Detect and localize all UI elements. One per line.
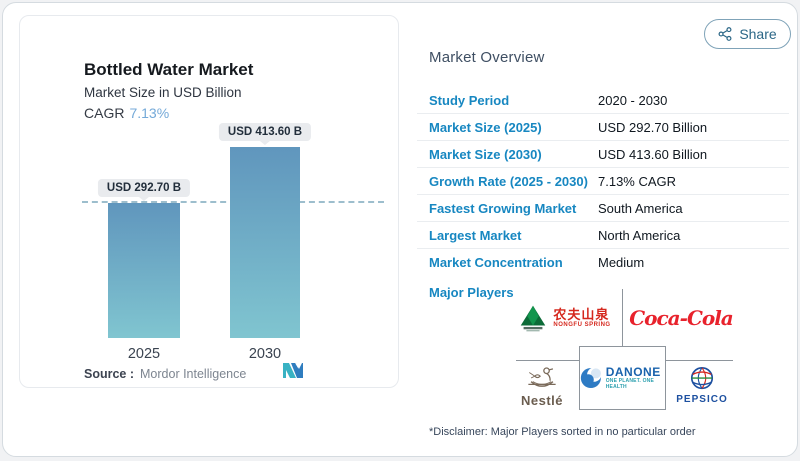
bar-value-badge-2025: USD 292.70 B [97, 179, 191, 197]
cagr-label: CAGR [84, 105, 125, 121]
pepsico-wordmark: PEPSICO [676, 393, 728, 405]
row-label: Fastest Growing Market [429, 200, 577, 216]
mordor-intelligence-logo [283, 363, 303, 378]
row-label: Largest Market [429, 227, 522, 243]
row-value: North America [598, 227, 681, 243]
row-label: Study Period [429, 92, 510, 108]
source-value: Mordor Intelligence [140, 367, 247, 381]
row-value: South America [598, 200, 683, 216]
row-value: Medium [598, 255, 645, 270]
nongfu-chinese-wordmark: 农夫山泉 [553, 307, 610, 323]
x-axis-label-2030: 2030 [248, 346, 282, 362]
nestle-logo: Nestlé [509, 359, 575, 411]
row-label: Growth Rate (2025 - 2030) [429, 173, 588, 189]
chart-subtitle: Market Size in USD Billion [84, 85, 242, 100]
nestle-wordmark: Nestlé [520, 392, 564, 408]
pepsico-logo: PEPSICO [669, 359, 735, 411]
bar-value-badge-2030: USD 413.60 B [218, 123, 312, 141]
players-divider-horizontal-left [516, 360, 579, 361]
table-row: Study Period 2020 - 2030 [417, 87, 789, 114]
table-row: Fastest Growing Market South America [417, 195, 789, 222]
coca-cola-logo: Coca-Cola [629, 295, 734, 341]
overview-table: Study Period 2020 - 2030 Market Size (20… [417, 87, 789, 276]
bar-2030 [230, 147, 300, 338]
row-label: Market Size (2030) [429, 146, 542, 162]
disclaimer-text: *Disclaimer: Major Players sorted in no … [429, 426, 696, 438]
coca-cola-wordmark: Coca-Cola [629, 306, 734, 330]
source-row: Source : Mordor Intelligence [84, 367, 246, 381]
bird-nest-icon [528, 366, 556, 387]
row-label: Market Size (2025) [429, 119, 542, 135]
pepsico-globe-icon [690, 366, 714, 389]
table-row: Market Concentration Medium [417, 249, 789, 276]
danone-logo: DANONE ONE PLANET. ONE HEALTH [579, 346, 666, 410]
chart-title: Bottled Water Market [84, 60, 254, 79]
source-label: Source : [84, 367, 135, 381]
table-row: Largest Market North America [417, 222, 789, 249]
nongfu-english-wordmark: NONGFU SPRING [553, 321, 611, 328]
share-label: Share [739, 26, 777, 42]
row-label: Market Concentration [429, 255, 563, 270]
table-row: Growth Rate (2025 - 2030) 7.13% CAGR [417, 168, 789, 195]
players-divider-vertical [622, 289, 623, 346]
chart-cagr: CAGR 7.13% [84, 105, 169, 121]
market-chart-card: Bottled Water Market Market Size in USD … [19, 15, 399, 388]
row-value: 2020 - 2030 [598, 92, 668, 108]
share-button[interactable]: Share [704, 19, 791, 49]
danone-globe-icon [580, 367, 602, 389]
players-divider-horizontal-right [666, 360, 733, 361]
danone-tagline: ONE PLANET. ONE HEALTH [605, 378, 655, 390]
major-players-label: Major Players [429, 285, 514, 300]
table-row: Market Size (2025) USD 292.70 Billion [417, 114, 789, 141]
row-value: USD 292.70 Billion [598, 119, 708, 135]
cagr-value: 7.13% [129, 105, 170, 121]
overview-heading: Market Overview [429, 49, 545, 66]
bar-2025 [108, 203, 180, 338]
row-value: USD 413.60 Billion [598, 146, 708, 162]
x-axis-label-2025: 2025 [127, 346, 161, 362]
table-row: Market Size (2030) USD 413.60 Billion [417, 141, 789, 168]
nongfu-spring-logo: 农夫山泉 NONGFU SPRING [509, 291, 619, 345]
row-value: 7.13% CAGR [598, 173, 677, 189]
mountain-icon [521, 305, 546, 332]
share-icon [718, 27, 732, 41]
danone-wordmark: DANONE [605, 364, 661, 379]
